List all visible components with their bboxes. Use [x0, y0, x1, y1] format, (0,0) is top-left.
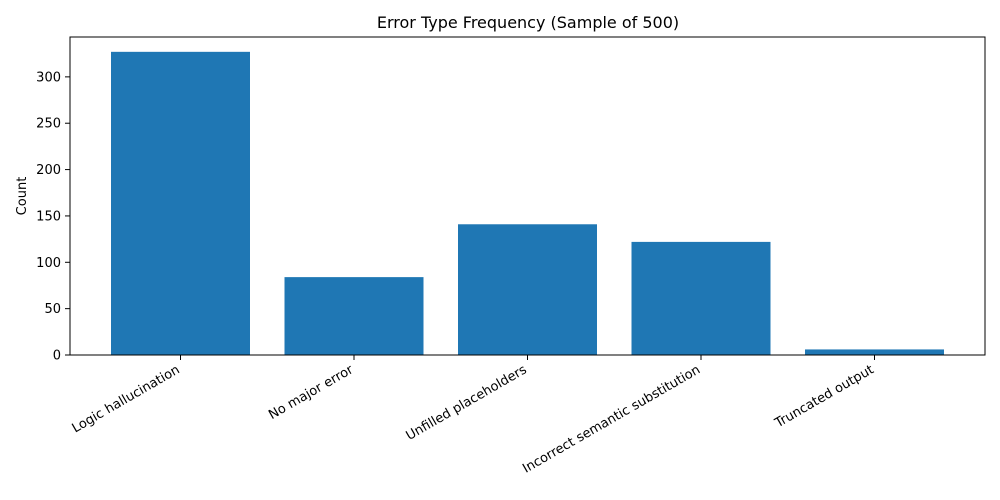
plot-area: 0 50 100 150 200 250 300 Logic hallucination No … [36, 36, 986, 477]
y-tick-label-50: 50 [44, 302, 61, 317]
chart-title: Error Type Frequency (Sample of 500) [377, 13, 679, 32]
y-tick-label-100: 100 [36, 256, 61, 271]
bar-1 [111, 51, 250, 355]
y-tick-label-250: 250 [36, 117, 61, 132]
y-tick-label-200: 200 [36, 163, 61, 178]
x-tick-label-1: Logic hallucination [70, 362, 183, 436]
y-tick-label-0: 0 [53, 349, 61, 364]
x-tick-label-2: No major error [266, 362, 356, 423]
bar-3 [458, 224, 597, 355]
x-tick-label-3: Unfilled placeholders [404, 362, 530, 443]
y-axis-label: Count [15, 177, 30, 216]
x-tick-label-5: Truncated output [772, 362, 877, 431]
y-tick-label-150: 150 [36, 209, 61, 224]
bar-2 [284, 277, 424, 355]
bar-4 [631, 241, 771, 355]
y-tick-label-300: 300 [36, 70, 61, 85]
bar-5 [805, 349, 944, 355]
x-tick-label-4: Incorrect semantic substitution [520, 362, 703, 476]
